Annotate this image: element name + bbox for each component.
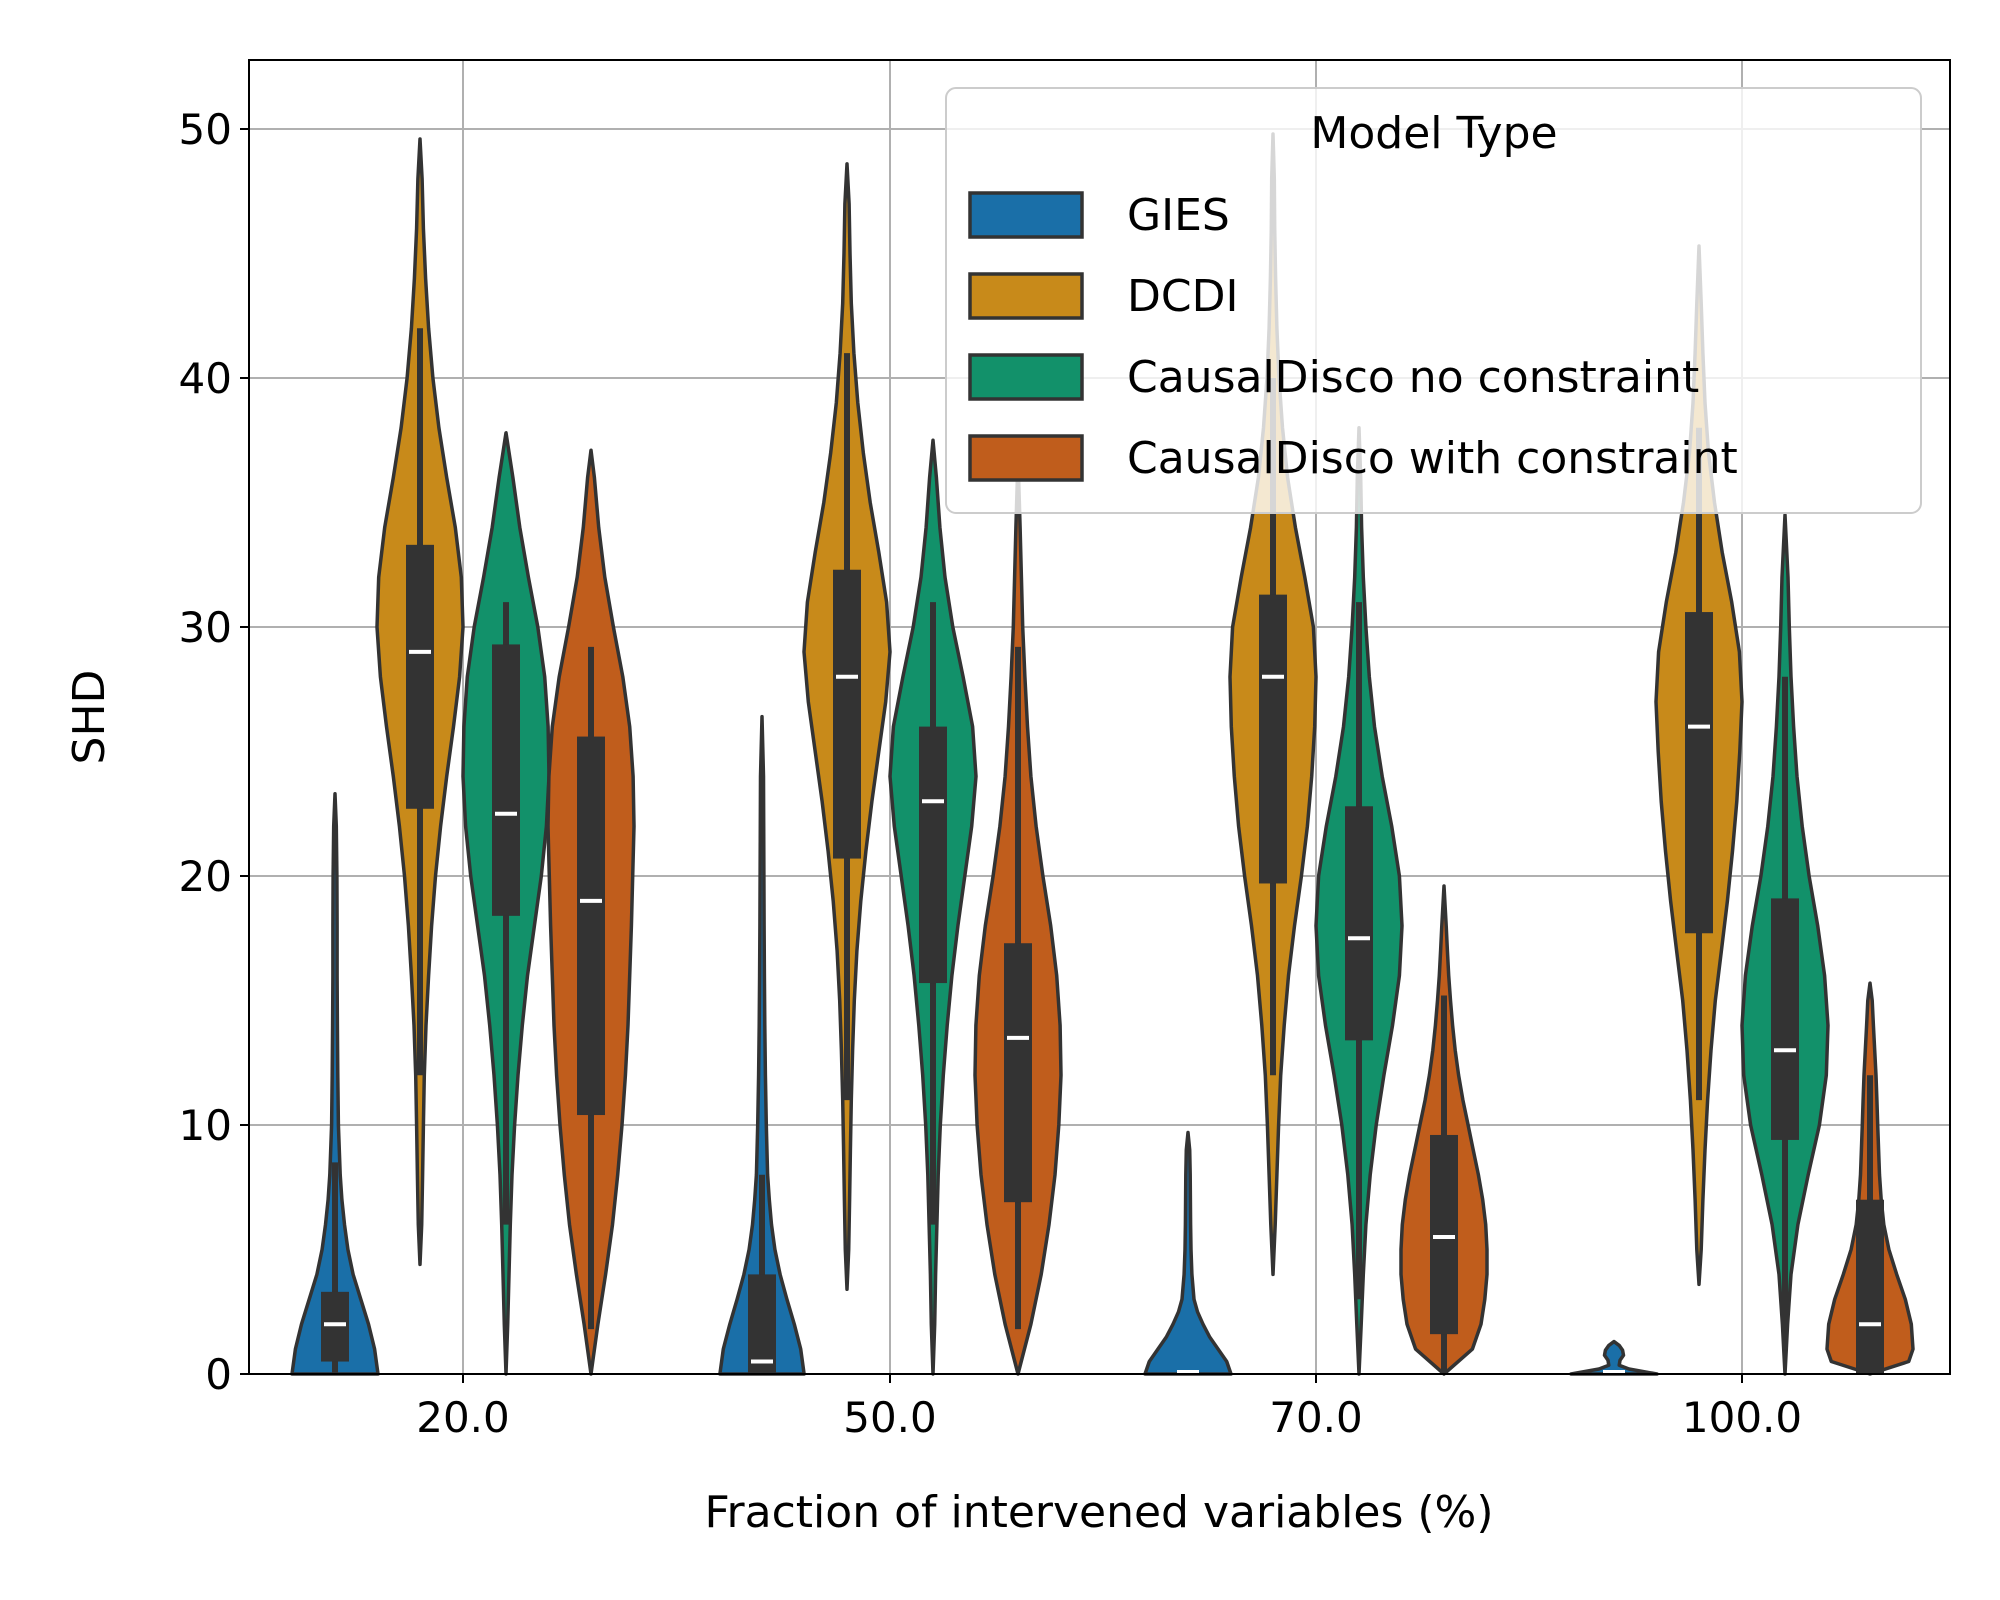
violin-iqr-box (1345, 806, 1373, 1041)
legend-label: DCDI (1127, 271, 1238, 322)
legend-label: CausalDisco with constraint (1127, 433, 1738, 484)
y-axis: 0 10 20 30 40 50 (179, 105, 249, 1399)
axes-frame (248, 59, 1951, 1375)
violin-body (290, 792, 380, 1376)
violin-body (1143, 1130, 1233, 1376)
legend-swatch (968, 272, 1084, 320)
violin-iqr-box (1259, 594, 1287, 884)
violin-iqr-box (321, 1291, 349, 1362)
legend-frame (945, 87, 1922, 514)
violin-iqr-box (1856, 1199, 1884, 1374)
y-axis-label: SHD (64, 670, 115, 765)
legend-swatch (968, 191, 1084, 239)
violin-iqr-box (833, 569, 861, 859)
legend-swatch (968, 353, 1084, 401)
x-tick-label: 50.0 (843, 1393, 937, 1442)
violin-iqr-box (1771, 898, 1799, 1140)
y-tick-label: 20 (179, 852, 232, 901)
violin-iqr-box (577, 736, 605, 1116)
violin-iqr-box (748, 1274, 776, 1374)
plot-area (290, 132, 1915, 1376)
y-tick-label: 0 (205, 1350, 232, 1399)
legend-swatch (968, 434, 1084, 482)
violin-iqr-box (1430, 1134, 1458, 1335)
x-axis-label: Fraction of intervened variables (%) (704, 1487, 1493, 1538)
violin-iqr-box (919, 726, 947, 984)
x-tick-label: 20.0 (416, 1393, 510, 1442)
y-tick-label: 10 (179, 1101, 232, 1150)
legend-label: CausalDisco no constraint (1127, 352, 1699, 403)
legend-title: Model Type (1310, 108, 1557, 159)
violin-iqr-box (1685, 612, 1713, 934)
x-tick-label: 100.0 (1682, 1393, 1802, 1442)
violin-iqr-box (492, 644, 520, 916)
violin-iqr-box (1004, 943, 1032, 1203)
legend: Model Type GIES DCDI CausalDisco no constr… (945, 87, 1922, 514)
violin-body (718, 714, 806, 1376)
x-tick-label: 70.0 (1269, 1393, 1363, 1442)
y-tick-label: 40 (179, 354, 232, 403)
x-axis: 20.0 50.0 70.0 100.0 (416, 1374, 1802, 1442)
y-tick-label: 30 (179, 603, 232, 652)
violin-iqr-box (406, 544, 434, 809)
legend-label: GIES (1127, 190, 1230, 241)
y-tick-label: 50 (179, 105, 232, 154)
violin-body (1569, 1339, 1659, 1376)
